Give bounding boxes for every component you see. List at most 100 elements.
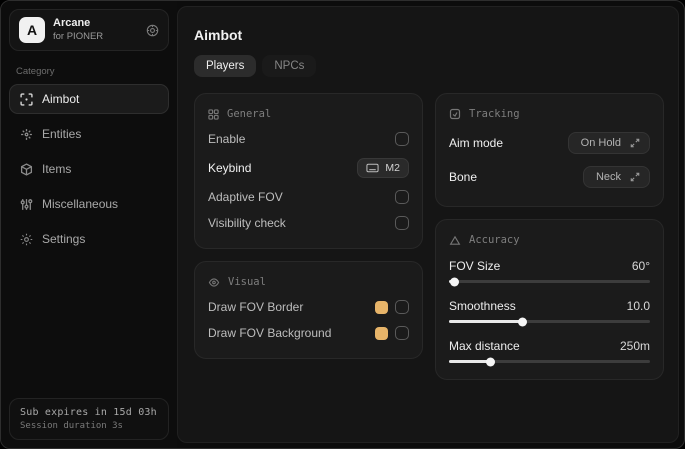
expand-icon [630, 138, 640, 148]
setting-row-smoothness: Smoothness 10.0 [449, 292, 650, 332]
slider-labels: Smoothness 10.0 [449, 294, 650, 320]
setting-row-visibility-check: Visibility check [208, 210, 409, 236]
sidebar-item-items[interactable]: Items [9, 154, 169, 184]
setting-row-adaptive-fov: Adaptive FOV [208, 184, 409, 210]
gear-icon [20, 233, 33, 246]
accuracy-card-title: Accuracy [469, 234, 520, 246]
fov-border-color-swatch[interactable] [375, 300, 388, 314]
app-meta: Arcane for PIONER [53, 17, 138, 43]
sidebar-item-settings[interactable]: Settings [9, 224, 169, 254]
main-panel: Aimbot Players NPCs Gene [177, 6, 679, 443]
eye-icon [208, 277, 220, 288]
draw-fov-background-checkbox[interactable] [395, 326, 409, 340]
triangle-icon [449, 235, 461, 246]
setting-label: Draw FOV Border [208, 300, 304, 314]
fov-size-value: 60° [631, 259, 650, 273]
app-header: A Arcane for PIONER [9, 9, 169, 51]
slider-fill[interactable] [449, 280, 456, 283]
max-distance-slider[interactable] [449, 360, 650, 363]
cube-icon [20, 162, 33, 176]
max-distance-value: 250m [619, 339, 650, 353]
radar-icon [20, 128, 33, 141]
page-title: Aimbot [194, 27, 243, 43]
sliders-icon [20, 198, 33, 211]
draw-fov-border-checkbox[interactable] [395, 300, 409, 314]
sidebar-item-aimbot[interactable]: Aimbot [9, 84, 169, 114]
aim-mode-select[interactable]: On Hold [567, 132, 650, 154]
general-card-header: General [208, 104, 409, 126]
fov-size-slider[interactable] [449, 280, 650, 283]
row-controls [375, 326, 409, 340]
app-logo: A [19, 17, 45, 43]
keyboard-icon [366, 163, 379, 173]
general-card: General Enable Keybind [194, 93, 423, 249]
accuracy-card: Accuracy FOV Size 60° Smoothness [435, 219, 664, 380]
slider-fill[interactable] [449, 320, 524, 323]
setting-row-fov-size: FOV Size 60° [449, 252, 650, 292]
app-name: Arcane [53, 17, 91, 30]
setting-label: FOV Size [449, 259, 501, 273]
focus-icon [449, 108, 461, 120]
setting-label: Adaptive FOV [208, 190, 283, 204]
grid-icon [208, 108, 219, 120]
sidebar-item-miscellaneous[interactable]: Miscellaneous [9, 189, 169, 219]
visual-card-title: Visual [228, 276, 266, 288]
setting-label: Bone [449, 170, 478, 184]
tracking-card-title: Tracking [469, 108, 520, 120]
setting-label: Enable [208, 132, 246, 146]
setting-row-draw-fov-background: Draw FOV Background [208, 320, 409, 346]
category-label: Category [16, 66, 55, 77]
slider-labels: Max distance 250m [449, 334, 650, 360]
setting-label: Aim mode [449, 136, 504, 150]
tab-npcs[interactable]: NPCs [262, 55, 317, 77]
sidebar-item-entities[interactable]: Entities [9, 119, 169, 149]
bone-select[interactable]: Neck [582, 166, 650, 188]
smoothness-slider[interactable] [449, 320, 650, 323]
settings-columns: General Enable Keybind [194, 93, 664, 380]
bone-value: Neck [595, 171, 621, 183]
sidebar: A Arcane for PIONER Category [1, 1, 177, 448]
setting-row-enable: Enable [208, 126, 409, 152]
setting-row-aim-mode: Aim mode On Hold [449, 126, 650, 160]
row-controls [375, 300, 409, 314]
sidebar-item-label: Settings [42, 232, 86, 246]
accuracy-card-header: Accuracy [449, 230, 650, 252]
header-settings-icon[interactable] [146, 24, 159, 37]
sub-expiry-text: Sub expires in 15d 03h [20, 407, 157, 418]
adaptive-fov-checkbox[interactable] [395, 190, 409, 204]
app-subtitle: for PIONER [53, 30, 104, 42]
setting-label: Draw FOV Background [208, 326, 332, 340]
aim-mode-value: On Hold [580, 137, 621, 149]
visibility-check-checkbox[interactable] [395, 216, 409, 230]
tracking-card-header: Tracking [449, 104, 650, 126]
setting-row-draw-fov-border: Draw FOV Border [208, 294, 409, 320]
visual-card-header: Visual [208, 272, 409, 294]
sidebar-item-label: Entities [42, 127, 82, 141]
setting-label: Visibility check [208, 216, 286, 230]
tab-players[interactable]: Players [194, 55, 257, 77]
general-card-title: General [227, 108, 272, 120]
keybind-button[interactable]: M2 [357, 158, 409, 178]
left-column: General Enable Keybind [194, 93, 423, 359]
setting-row-keybind: Keybind M2 [208, 152, 409, 184]
setting-label: Keybind [208, 161, 252, 175]
setting-label: Smoothness [449, 299, 516, 313]
fov-background-color-swatch[interactable] [375, 326, 388, 340]
keybind-value: M2 [385, 162, 400, 174]
smoothness-value: 10.0 [626, 299, 650, 313]
sidebar-item-label: Aimbot [42, 92, 80, 106]
crosshair-icon [20, 92, 33, 106]
slider-fill[interactable] [449, 360, 492, 363]
sidebar-nav: Aimbot Entities Items [9, 84, 169, 254]
right-column: Tracking Aim mode On Hold [435, 93, 664, 380]
enable-checkbox[interactable] [395, 132, 409, 146]
expand-icon [630, 172, 640, 182]
tracking-card: Tracking Aim mode On Hold [435, 93, 664, 207]
session-duration-text: Session duration 3s [20, 421, 123, 431]
sidebar-item-label: Miscellaneous [42, 197, 119, 211]
setting-label: Max distance [449, 339, 520, 353]
sidebar-item-label: Items [42, 162, 72, 176]
visual-card: Visual Draw FOV Border Draw FOV Backgrou… [194, 261, 423, 359]
tab-bar: Players NPCs [194, 55, 664, 77]
